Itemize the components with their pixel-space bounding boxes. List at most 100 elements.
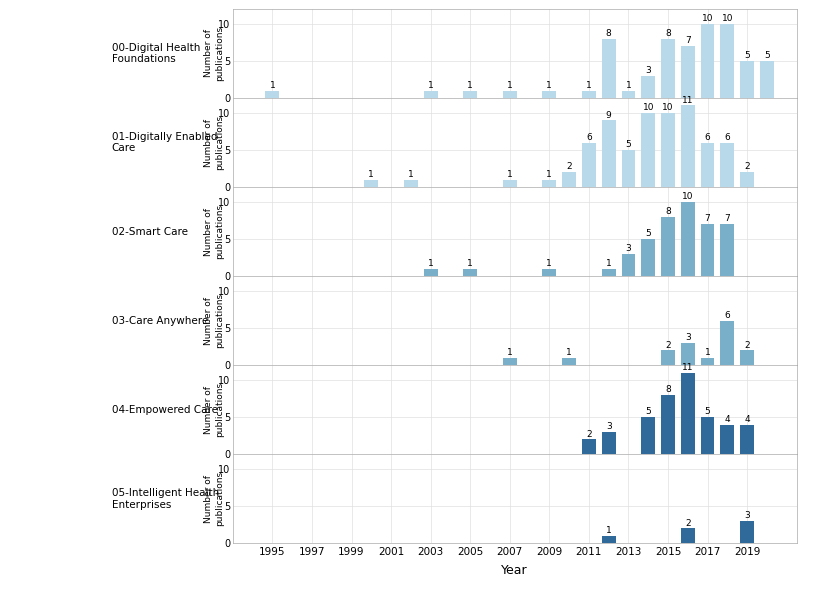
Text: 7: 7	[725, 214, 730, 223]
Y-axis label: Number of
publications: Number of publications	[203, 204, 224, 259]
Bar	[681, 202, 694, 276]
Bar	[740, 172, 754, 187]
Text: 05-Intelligent Health
Enterprises: 05-Intelligent Health Enterprises	[112, 488, 219, 510]
Bar	[661, 113, 675, 187]
Text: 1: 1	[605, 259, 612, 268]
Text: 3: 3	[685, 333, 690, 342]
Text: 2: 2	[685, 519, 690, 528]
X-axis label: Year: Year	[502, 564, 528, 577]
Text: 7: 7	[705, 214, 711, 223]
Text: 5: 5	[645, 407, 651, 416]
Bar	[681, 106, 694, 187]
Text: 1: 1	[507, 81, 512, 90]
Bar	[622, 91, 636, 98]
Text: 1: 1	[368, 170, 374, 179]
Bar	[463, 269, 477, 276]
Text: 5: 5	[764, 51, 770, 60]
Bar	[502, 180, 516, 187]
Bar	[602, 432, 615, 454]
Text: 8: 8	[665, 207, 671, 216]
Bar	[404, 180, 417, 187]
Text: 1: 1	[566, 348, 572, 357]
Bar	[424, 91, 438, 98]
Bar	[641, 76, 655, 98]
Bar	[701, 417, 715, 454]
Bar	[740, 521, 754, 543]
Text: 1: 1	[467, 81, 473, 90]
Text: 2: 2	[744, 162, 750, 171]
Text: 1: 1	[408, 170, 413, 179]
Text: 1: 1	[626, 81, 632, 90]
Bar	[641, 113, 655, 187]
Text: 11: 11	[682, 96, 694, 104]
Text: 6: 6	[705, 133, 711, 142]
Text: 10: 10	[702, 14, 713, 23]
Text: 3: 3	[626, 244, 632, 253]
Text: 11: 11	[682, 363, 694, 372]
Text: 04-Empowered Care: 04-Empowered Care	[112, 405, 217, 415]
Bar	[582, 91, 596, 98]
Bar	[740, 350, 754, 365]
Y-axis label: Number of
publications: Number of publications	[203, 293, 224, 348]
Bar	[681, 343, 694, 365]
Text: 1: 1	[547, 259, 552, 268]
Bar	[562, 172, 576, 187]
Bar	[602, 269, 615, 276]
Bar	[701, 224, 715, 276]
Y-axis label: Number of
publications: Number of publications	[203, 471, 224, 527]
Text: 7: 7	[685, 36, 690, 45]
Text: 10: 10	[721, 14, 733, 23]
Text: 1: 1	[507, 348, 512, 357]
Text: 9: 9	[605, 110, 612, 119]
Bar	[661, 39, 675, 98]
Text: 3: 3	[605, 422, 612, 431]
Text: 03-Care Anywhere: 03-Care Anywhere	[112, 316, 208, 325]
Bar	[424, 269, 438, 276]
Text: 1: 1	[705, 348, 711, 357]
Bar	[681, 46, 694, 98]
Bar	[721, 424, 734, 454]
Bar	[622, 150, 636, 187]
Bar	[266, 91, 279, 98]
Text: 2: 2	[744, 340, 750, 350]
Bar	[542, 269, 556, 276]
Bar	[721, 143, 734, 187]
Y-axis label: Number of
publications: Number of publications	[203, 382, 224, 437]
Bar	[602, 39, 615, 98]
Bar	[681, 373, 694, 454]
Bar	[542, 91, 556, 98]
Text: 4: 4	[744, 415, 750, 424]
Bar	[582, 143, 596, 187]
Bar	[681, 528, 694, 543]
Text: 01-Digitally Enabled
Care: 01-Digitally Enabled Care	[112, 132, 217, 153]
Text: 00-Digital Health
Foundations: 00-Digital Health Foundations	[112, 42, 200, 64]
Text: 1: 1	[467, 259, 473, 268]
Bar	[622, 254, 636, 276]
Bar	[502, 358, 516, 365]
Text: 10: 10	[663, 103, 674, 112]
Bar	[740, 424, 754, 454]
Text: 6: 6	[725, 133, 730, 142]
Bar	[701, 143, 715, 187]
Bar	[364, 180, 378, 187]
Bar	[602, 536, 615, 543]
Bar	[562, 358, 576, 365]
Y-axis label: Number of
publications: Number of publications	[203, 115, 224, 170]
Text: 1: 1	[507, 170, 512, 179]
Bar	[740, 61, 754, 98]
Text: 1: 1	[428, 81, 434, 90]
Text: 1: 1	[270, 81, 275, 90]
Bar	[721, 321, 734, 365]
Text: 8: 8	[665, 385, 671, 394]
Y-axis label: Number of
publications: Number of publications	[203, 26, 224, 81]
Bar	[602, 120, 615, 187]
Text: 10: 10	[642, 103, 654, 112]
Bar	[641, 417, 655, 454]
Text: 3: 3	[645, 66, 651, 75]
Bar	[760, 61, 774, 98]
Text: 5: 5	[744, 51, 750, 60]
Text: 8: 8	[665, 29, 671, 38]
Bar	[661, 350, 675, 365]
Bar	[641, 239, 655, 276]
Bar	[463, 91, 477, 98]
